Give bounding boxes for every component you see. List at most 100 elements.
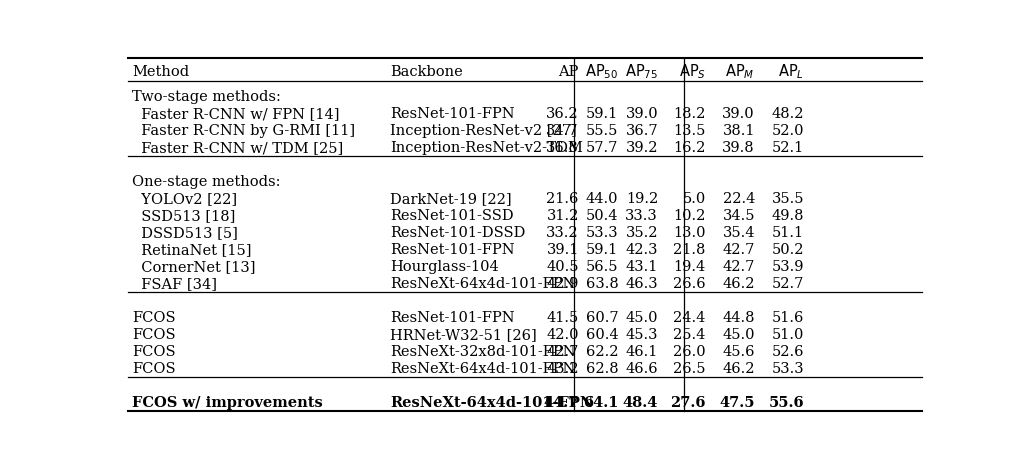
Text: 5.0: 5.0 [682,192,706,206]
Text: 21.6: 21.6 [547,192,579,206]
Text: ResNet-101-FPN: ResNet-101-FPN [390,311,514,325]
Text: 19.2: 19.2 [626,192,658,206]
Text: 45.0: 45.0 [723,328,755,342]
Text: 39.0: 39.0 [626,107,658,121]
Text: YOLOv2 [22]: YOLOv2 [22] [132,192,238,206]
Text: 60.7: 60.7 [586,311,618,325]
Text: $\mathrm{AP}_{50}$: $\mathrm{AP}_{50}$ [585,63,618,82]
Text: FCOS: FCOS [132,328,175,342]
Text: ResNeXt-64x4d-101-FPN: ResNeXt-64x4d-101-FPN [390,277,575,291]
Text: 44.0: 44.0 [586,192,618,206]
Text: 39.2: 39.2 [626,141,658,155]
Text: 31.2: 31.2 [547,209,579,223]
Text: 19.4: 19.4 [674,260,706,274]
Text: $\mathrm{AP}_{75}$: $\mathrm{AP}_{75}$ [625,63,658,82]
Text: 45.0: 45.0 [626,311,658,325]
Text: 39.0: 39.0 [722,107,755,121]
Text: Two-stage methods:: Two-stage methods: [132,90,281,104]
Text: 40.5: 40.5 [546,260,579,274]
Text: 53.3: 53.3 [771,362,804,376]
Text: Hourglass-104: Hourglass-104 [390,260,499,274]
Text: 57.7: 57.7 [586,141,618,155]
Text: 13.5: 13.5 [674,123,706,138]
Text: 34.7: 34.7 [546,123,579,138]
Text: 38.1: 38.1 [723,123,755,138]
Text: 33.3: 33.3 [626,209,658,223]
Text: Inception-ResNet-v2 [27]: Inception-ResNet-v2 [27] [390,123,577,138]
Text: HRNet-W32-51 [26]: HRNet-W32-51 [26] [390,328,537,342]
Text: 52.7: 52.7 [772,277,804,291]
Text: 62.8: 62.8 [586,362,618,376]
Text: 46.6: 46.6 [626,362,658,376]
Text: ResNeXt-32x8d-101-FPN: ResNeXt-32x8d-101-FPN [390,345,575,359]
Text: 36.2: 36.2 [546,107,579,121]
Text: 18.2: 18.2 [674,107,706,121]
Text: 59.1: 59.1 [586,107,618,121]
Text: AP: AP [558,65,579,79]
Text: 64.1: 64.1 [583,396,618,410]
Text: 53.9: 53.9 [772,260,804,274]
Text: 42.7: 42.7 [723,243,755,257]
Text: Backbone: Backbone [390,65,463,79]
Text: 55.6: 55.6 [769,396,804,410]
Text: ResNeXt-64x4d-101-FPN: ResNeXt-64x4d-101-FPN [390,362,575,376]
Text: 42.0: 42.0 [546,328,579,342]
Text: DarkNet-19 [22]: DarkNet-19 [22] [390,192,512,206]
Text: 36.7: 36.7 [626,123,658,138]
Text: $\mathrm{AP}_M$: $\mathrm{AP}_M$ [725,63,755,82]
Text: 41.5: 41.5 [547,311,579,325]
Text: 34.5: 34.5 [723,209,755,223]
Text: RetinaNet [15]: RetinaNet [15] [132,243,252,257]
Text: 45.3: 45.3 [626,328,658,342]
Text: ResNet-101-DSSD: ResNet-101-DSSD [390,226,525,240]
Text: FCOS: FCOS [132,311,175,325]
Text: 53.3: 53.3 [586,226,618,240]
Text: 35.4: 35.4 [723,226,755,240]
Text: 62.2: 62.2 [586,345,618,359]
Text: DSSD513 [5]: DSSD513 [5] [132,226,238,240]
Text: FCOS w/ improvements: FCOS w/ improvements [132,396,323,410]
Text: ResNet-101-FPN: ResNet-101-FPN [390,107,514,121]
Text: 50.4: 50.4 [586,209,618,223]
Text: 27.6: 27.6 [671,396,706,410]
Text: 36.8: 36.8 [546,141,579,155]
Text: 43.2: 43.2 [546,362,579,376]
Text: 13.0: 13.0 [673,226,706,240]
Text: 47.5: 47.5 [720,396,755,410]
Text: $\mathrm{AP}_S$: $\mathrm{AP}_S$ [679,63,706,82]
Text: 46.2: 46.2 [723,277,755,291]
Text: 60.4: 60.4 [586,328,618,342]
Text: 52.1: 52.1 [772,141,804,155]
Text: ResNet-101-SSD: ResNet-101-SSD [390,209,513,223]
Text: 33.2: 33.2 [546,226,579,240]
Text: 42.7: 42.7 [723,260,755,274]
Text: 52.6: 52.6 [772,345,804,359]
Text: Faster R-CNN w/ FPN [14]: Faster R-CNN w/ FPN [14] [132,107,340,121]
Text: 50.2: 50.2 [772,243,804,257]
Text: 35.5: 35.5 [772,192,804,206]
Text: 49.8: 49.8 [772,209,804,223]
Text: 56.5: 56.5 [586,260,618,274]
Text: Inception-ResNet-v2-TDM: Inception-ResNet-v2-TDM [390,141,583,155]
Text: 22.4: 22.4 [723,192,755,206]
Text: 42.9: 42.9 [547,277,579,291]
Text: 59.1: 59.1 [586,243,618,257]
Text: 42.7: 42.7 [547,345,579,359]
Text: 46.3: 46.3 [626,277,658,291]
Text: 46.1: 46.1 [626,345,658,359]
Text: 52.0: 52.0 [772,123,804,138]
Text: 24.4: 24.4 [674,311,706,325]
Text: ResNet-101-FPN: ResNet-101-FPN [390,243,514,257]
Text: 48.4: 48.4 [623,396,658,410]
Text: FCOS: FCOS [132,345,175,359]
Text: 35.2: 35.2 [626,226,658,240]
Text: 26.6: 26.6 [673,277,706,291]
Text: 55.5: 55.5 [586,123,618,138]
Text: 48.2: 48.2 [772,107,804,121]
Text: 51.1: 51.1 [772,226,804,240]
Text: One-stage methods:: One-stage methods: [132,175,281,189]
Text: $\mathrm{AP}_L$: $\mathrm{AP}_L$ [778,63,804,82]
Text: 51.6: 51.6 [772,311,804,325]
Text: Faster R-CNN by G-RMI [11]: Faster R-CNN by G-RMI [11] [132,123,355,138]
Text: ResNeXt-64x4d-101-FPN: ResNeXt-64x4d-101-FPN [390,396,593,410]
